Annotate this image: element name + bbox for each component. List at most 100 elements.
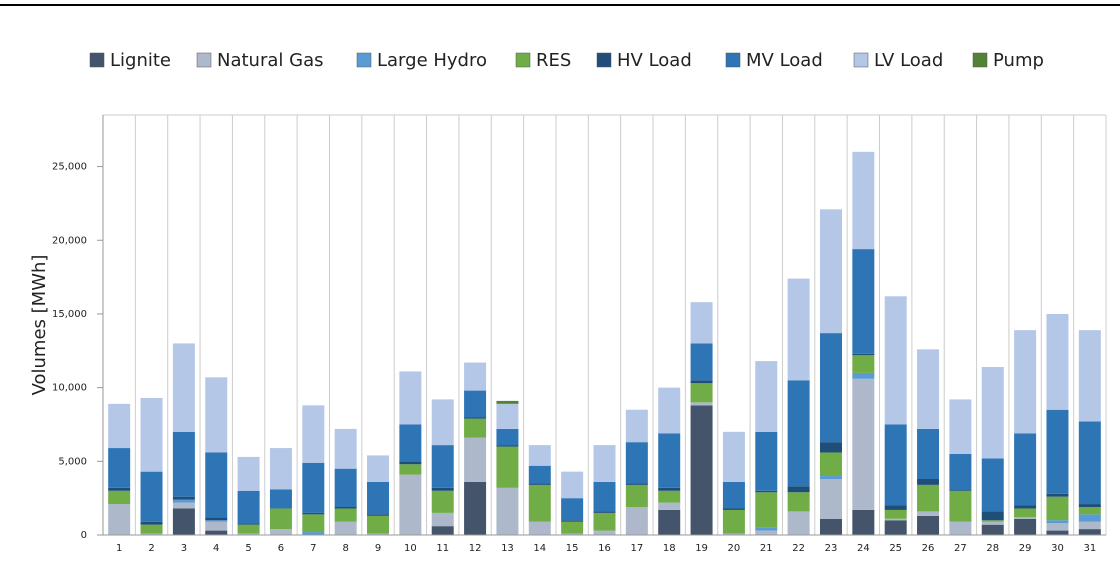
bar-segment — [108, 448, 131, 488]
y-tick-label: 25,000 — [52, 162, 87, 173]
bar-segment — [1078, 529, 1101, 535]
bar-segment — [1014, 433, 1037, 506]
bar-segment — [528, 445, 551, 466]
bar-segment — [108, 403, 131, 449]
bar-segment — [917, 479, 940, 485]
bar-segment — [108, 490, 131, 505]
x-tick-label: 24 — [857, 543, 870, 554]
bar-segment — [1014, 330, 1037, 434]
bar-segment — [237, 524, 260, 534]
bar-segment — [496, 428, 519, 446]
x-tick-label: 2 — [148, 543, 154, 554]
bar-segment — [884, 520, 907, 535]
bar-segment — [1046, 530, 1069, 535]
bar-segment — [528, 465, 551, 484]
bar-segment — [852, 509, 875, 535]
legend-swatch — [853, 52, 869, 68]
bar-segment — [819, 452, 842, 477]
bar-segment — [367, 514, 390, 516]
bar-segment — [787, 380, 810, 487]
x-tick-label: 25 — [889, 543, 902, 554]
x-tick-label: 15 — [566, 543, 579, 554]
bar-segment — [205, 520, 228, 522]
bar-segment — [593, 512, 616, 531]
bar-segment — [464, 362, 487, 391]
bar-segment — [593, 530, 616, 535]
bar-segment — [464, 390, 487, 418]
bar-segment — [917, 428, 940, 479]
legend-swatch — [196, 52, 212, 68]
x-tick-label: 31 — [1083, 543, 1096, 554]
bar-segment — [302, 462, 325, 513]
bar-segment — [787, 278, 810, 381]
bar-segment — [561, 498, 584, 521]
legend-label: Natural Gas — [217, 50, 323, 71]
bar-segment — [464, 481, 487, 535]
bar-segment — [269, 448, 292, 490]
bar-segment — [949, 489, 972, 491]
bar-segment — [431, 490, 454, 513]
bar-segment — [625, 483, 648, 485]
bar-segment — [561, 471, 584, 499]
legend-swatch — [356, 52, 372, 68]
bar-segment — [1078, 421, 1101, 505]
bar-segment — [690, 402, 713, 406]
bar-segment — [884, 518, 907, 521]
bar-segment — [334, 508, 357, 522]
legend-swatch — [596, 52, 612, 68]
bar-segment — [1046, 313, 1069, 410]
bar-segment — [1078, 504, 1101, 507]
bar-segment — [108, 487, 131, 491]
bar-segment — [625, 484, 648, 507]
bar-segment — [787, 486, 810, 493]
bar-segment — [172, 508, 195, 535]
x-tick-label: 22 — [792, 543, 805, 554]
bar-segment — [334, 507, 357, 509]
bar-segment — [722, 481, 745, 509]
bar-segment — [431, 526, 454, 535]
bar-segment — [464, 418, 487, 438]
x-tick-label: 13 — [501, 543, 514, 554]
x-tick-label: 21 — [760, 543, 773, 554]
bar-segment — [722, 431, 745, 482]
bar-segment — [528, 521, 551, 535]
bar-segment — [205, 377, 228, 453]
bar-segment — [302, 532, 325, 535]
bar-segment — [367, 533, 390, 535]
bar-segment — [399, 371, 422, 425]
bar-segment — [431, 487, 454, 491]
bar-segment — [787, 511, 810, 535]
bar-segment — [367, 515, 390, 534]
bar-segment — [852, 151, 875, 250]
bar-segment — [722, 509, 745, 534]
bar-segment — [755, 492, 778, 528]
x-tick-label: 23 — [825, 543, 838, 554]
x-tick-label: 12 — [469, 543, 482, 554]
bar-segment — [1014, 505, 1037, 509]
bar-segment — [237, 490, 260, 524]
bar-segment — [431, 399, 454, 446]
bar-segment — [658, 487, 681, 491]
y-tick-label: 15,000 — [52, 309, 87, 320]
bar-segment — [819, 479, 842, 519]
bar-segment — [755, 361, 778, 432]
bar-segment — [1046, 523, 1069, 531]
bar-segment — [981, 458, 1004, 512]
bar-segment — [690, 383, 713, 403]
bar-segment — [625, 442, 648, 484]
bar-segment — [949, 399, 972, 454]
bar-segment — [1014, 518, 1037, 535]
bar-segment — [496, 446, 519, 488]
bar-segment — [852, 249, 875, 354]
bar-segment — [625, 409, 648, 443]
legend-label: LV Load — [874, 50, 943, 71]
bar-segment — [140, 533, 163, 535]
x-tick-label: 1 — [116, 543, 122, 554]
bar-segment — [1046, 493, 1069, 497]
bar-segment — [399, 461, 422, 465]
bar-segment — [496, 445, 519, 447]
bar-segment — [172, 343, 195, 432]
bar-segment — [140, 521, 163, 525]
bar-segment — [658, 502, 681, 510]
x-tick-label: 19 — [695, 543, 708, 554]
